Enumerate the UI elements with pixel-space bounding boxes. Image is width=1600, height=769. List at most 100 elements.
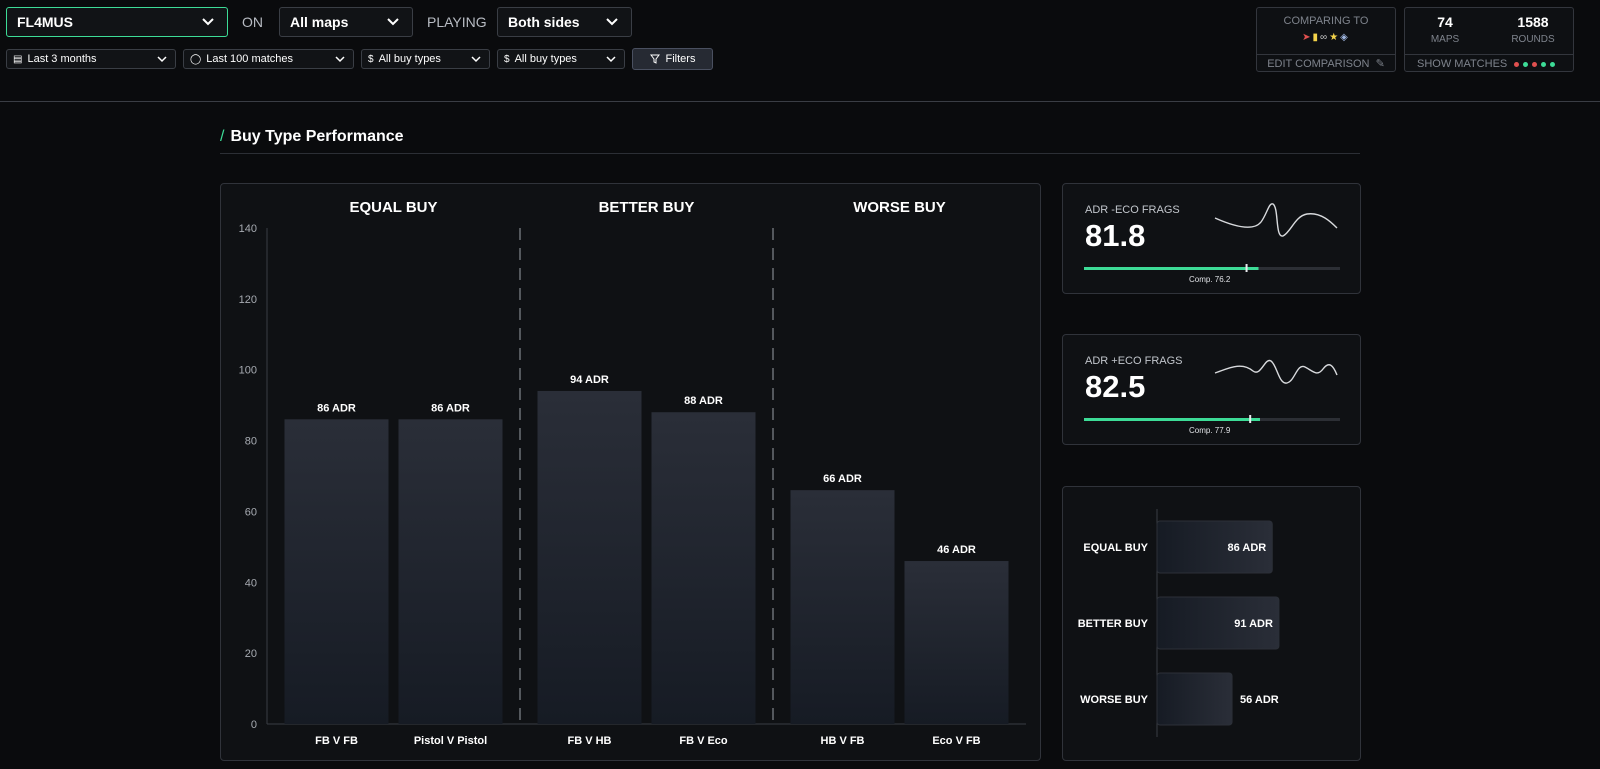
kpi-comparison-marker [1249, 415, 1252, 423]
bar [284, 419, 389, 724]
filters-button-label: Filters [665, 53, 696, 65]
trend-sparkline [1214, 203, 1338, 237]
stats-panel: 74 MAPS 1588 ROUNDS SHOW MATCHES [1404, 7, 1574, 72]
navi-logo-icon: ▮ [1312, 32, 1321, 43]
rounds-count: 1588 [1517, 14, 1549, 30]
buy-type-summary-chart: EQUAL BUY 86 ADR BETTER BUY 91 ADR WORSE BUY… [1078, 509, 1280, 737]
maps-count: 74 [1437, 14, 1453, 30]
kpi-card-adr-eco: ADR +ECO FRAGS 82.5 Comp. 77.9 [1062, 334, 1361, 445]
chevron-down-icon [202, 18, 214, 26]
summary-bar-value-label: 91 ADR [1234, 618, 1273, 630]
dollar-icon: $ [504, 53, 510, 65]
edit-comparison-label: EDIT COMPARISON [1267, 58, 1370, 70]
match-result-dot [1532, 61, 1538, 67]
trend-sparkline [1214, 359, 1338, 384]
kpi-comparison-label: Comp. 77.9 [1189, 426, 1231, 435]
vitality-logo-icon: ★ [1329, 32, 1341, 43]
kpi-value: 82.5 [1085, 369, 1146, 404]
bar-value-label: 86 ADR [317, 402, 356, 414]
side-select-value: Both sides [508, 14, 580, 30]
matches-select[interactable]: ◯ Last 100 matches [183, 49, 354, 69]
period-select-value: Last 3 months [27, 53, 97, 65]
buy-type-select[interactable]: $ All buy types [361, 49, 490, 69]
section-title: / Buy Type Performance [220, 128, 404, 146]
bar-value-label: 66 ADR [823, 473, 862, 485]
show-matches-button[interactable]: SHOW MATCHES [1405, 54, 1573, 73]
calendar-icon: ▤ [13, 53, 23, 65]
kpi-bar-fill [1084, 267, 1259, 270]
bar [651, 412, 756, 724]
bar [790, 490, 895, 724]
filter-icon [649, 54, 660, 64]
category-label: EQUAL BUY [1083, 542, 1148, 554]
kpi-progress-bar [1084, 415, 1340, 423]
x-tick-label: Eco V FB [932, 735, 980, 747]
buy-type-bar-chart: 0 20 40 60 80 100 120 140 EQUAL BUY 86 ADR FB V FB… [239, 199, 1026, 747]
team-logos: ➤▮∞★◈ [1257, 32, 1395, 43]
comparison-panel: COMPARING TO ➤▮∞★◈ EDIT COMPARISON ✎ [1256, 7, 1396, 72]
bar-value-label: 94 ADR [570, 374, 609, 386]
category-label: BETTER BUY [1078, 618, 1149, 630]
playing-label: PLAYING [427, 14, 487, 30]
spirit-logo-icon: ∞ [1320, 32, 1330, 43]
summary-bar-value-label: 86 ADR [1228, 542, 1267, 554]
top-filter-bar: FL4MUS ON All maps PLAYING Both sides ▤ … [0, 0, 1600, 102]
match-result-dot [1550, 61, 1556, 67]
section-divider [220, 153, 1360, 154]
y-tick-label: 100 [239, 365, 257, 377]
liquid-logo-icon: ◈ [1340, 32, 1350, 43]
x-tick-label: FB V HB [568, 735, 612, 747]
kpi-value: 81.8 [1085, 218, 1146, 253]
y-tick-label: 80 [245, 436, 257, 448]
kpi-card-adr-no-eco: ADR -ECO FRAGS 81.8 Comp. 76.2 [1062, 183, 1361, 294]
summary-bar-value-label: 56 ADR [1240, 694, 1279, 706]
buy-type-summary-panel: EQUAL BUY 86 ADR BETTER BUY 91 ADR WORSE BUY… [1062, 486, 1361, 761]
group-title: EQUAL BUY [349, 199, 437, 216]
y-tick-label: 0 [251, 719, 257, 731]
summary-bar [1156, 596, 1280, 650]
bar-value-label: 46 ADR [937, 544, 976, 556]
faze-logo-icon: ➤ [1302, 32, 1313, 43]
match-result-dot [1514, 61, 1520, 67]
x-tick-label: HB V FB [821, 735, 865, 747]
opponent-buy-type-select[interactable]: $ All buy types [497, 49, 625, 69]
match-result-dot [1523, 61, 1529, 67]
player-select[interactable]: FL4MUS [6, 7, 228, 37]
kpi-title: ADR -ECO FRAGS [1085, 204, 1180, 216]
edit-comparison-button[interactable]: EDIT COMPARISON ✎ [1257, 54, 1395, 74]
y-tick-label: 140 [239, 223, 257, 235]
show-matches-label: SHOW MATCHES [1417, 58, 1508, 70]
map-select[interactable]: All maps [279, 7, 413, 37]
bar-value-label: 88 ADR [684, 395, 723, 407]
buy-type-select-value: All buy types [378, 53, 441, 65]
chevron-down-icon [606, 56, 616, 63]
y-tick-label: 120 [239, 294, 257, 306]
y-tick-label: 60 [245, 506, 257, 518]
chevron-down-icon [387, 18, 399, 26]
period-select[interactable]: ▤ Last 3 months [6, 49, 176, 69]
kpi-progress-bar [1084, 264, 1340, 272]
kpi-bar-fill [1084, 418, 1260, 421]
bar-value-label: 86 ADR [431, 402, 470, 414]
edit-icon: ✎ [1375, 58, 1385, 70]
comparison-title: COMPARING TO [1283, 15, 1369, 27]
chevron-down-icon [157, 56, 167, 63]
rounds-label: ROUNDS [1511, 34, 1555, 45]
group-title: WORSE BUY [853, 199, 946, 216]
category-label: WORSE BUY [1080, 694, 1149, 706]
chevron-down-icon [335, 56, 345, 63]
on-label: ON [242, 14, 263, 30]
side-select[interactable]: Both sides [497, 7, 632, 37]
x-tick-label: Pistol V Pistol [414, 735, 487, 747]
x-tick-label: FB V FB [315, 735, 358, 747]
matches-select-value: Last 100 matches [206, 53, 294, 65]
section-title-text: Buy Type Performance [230, 128, 404, 145]
bar [904, 561, 1009, 724]
maps-label: MAPS [1430, 34, 1460, 45]
summary-bar [1156, 520, 1273, 574]
map-select-value: All maps [290, 14, 349, 30]
group-title: BETTER BUY [599, 199, 695, 216]
opponent-buy-type-select-value: All buy types [514, 53, 577, 65]
filters-button[interactable]: Filters [632, 48, 713, 70]
player-select-value: FL4MUS [17, 14, 73, 30]
